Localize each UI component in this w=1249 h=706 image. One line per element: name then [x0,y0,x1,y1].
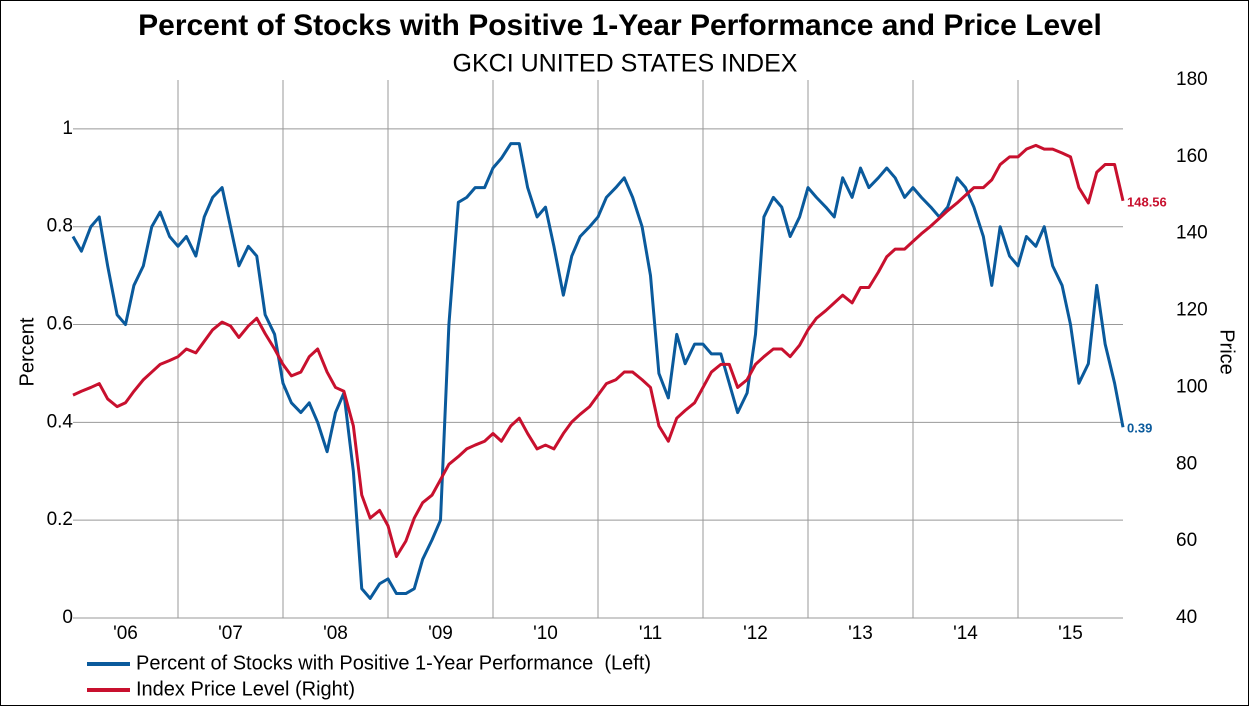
series-line [71,142,1125,600]
chart-title: Percent of Stocks with Positive 1-Year P… [138,9,1102,42]
y2-tick-label: 80 [1176,453,1197,474]
end-value-label: 148.56 [1127,194,1167,209]
y2-tick-label: 120 [1176,300,1208,321]
y-tick-label: 0.8 [47,216,73,237]
x-tick-label: '12 [743,623,768,644]
x-tick-label: '07 [218,623,243,644]
y-tick-label: 1 [62,118,73,139]
x-tick-label: '11 [639,623,662,644]
x-tick-label: '14 [953,623,978,644]
x-tick-label: '13 [848,623,873,644]
y-tick-label: 0.4 [47,411,74,432]
x-tick-label: '09 [428,623,453,644]
series-line [72,143,1125,559]
y2-tick-label: 140 [1176,223,1208,244]
x-tick-label: '10 [533,623,558,644]
y2-axis-label: Price [1216,329,1238,375]
y2-tick-label: 40 [1176,607,1197,628]
y2-tick-label: 100 [1176,376,1208,397]
legend-label: Index Price Level (Right) [136,678,355,700]
y2-tick-label: 180 [1176,69,1208,90]
x-tick-label: '08 [323,623,348,644]
y2-tick-label: 60 [1176,530,1197,551]
y-tick-label: 0.2 [47,509,73,530]
chart-subtitle: GKCI UNITED STATES INDEX [453,50,798,78]
x-tick-label: '15 [1058,623,1083,644]
end-value-label: 0.39 [1127,421,1152,436]
y-axis-label: Percent [16,317,38,386]
y-tick-label: 0.6 [47,314,73,335]
x-tick-label: '06 [113,623,138,644]
legend-label: Percent of Stocks with Positive 1-Year P… [136,652,651,674]
y2-tick-label: 160 [1176,146,1208,167]
y-tick-label: 0 [62,607,73,628]
